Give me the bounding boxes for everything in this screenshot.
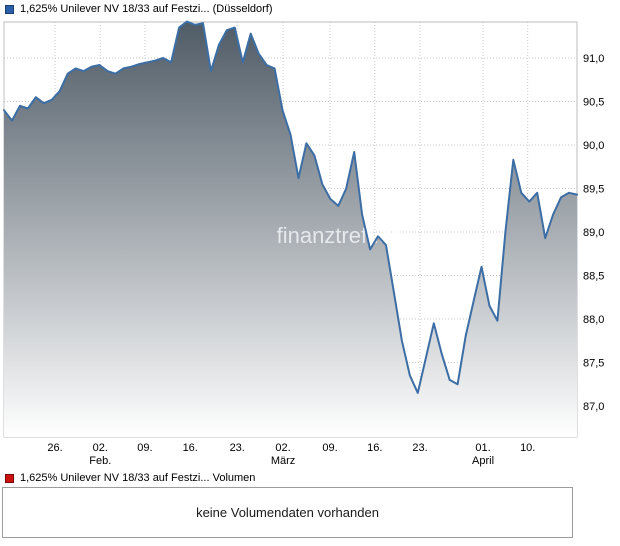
y-axis-label: 88,5: [583, 271, 604, 283]
y-axis-label: 89,0: [583, 227, 604, 239]
x-axis-day-label: 09.: [137, 442, 152, 454]
x-axis-day-label: 26.: [47, 442, 62, 454]
volume-legend: 1,625% Unilever NV 18/33 auf Festzi... V…: [5, 472, 255, 484]
x-axis-day-label: 02.: [93, 442, 108, 454]
volume-series-label: 1,625% Unilever NV 18/33 auf Festzi... V…: [20, 472, 256, 484]
x-axis-day-label: 16.: [183, 442, 198, 454]
x-axis-month-label: April: [472, 455, 494, 467]
y-axis-label: 87,5: [583, 358, 604, 370]
price-line-path: [3, 20, 578, 394]
y-axis-label: 89,5: [583, 184, 604, 196]
price-chart: finanztreff.de 87,0 87,5 88,0 88,5 89,0 89,5 9…: [3, 20, 604, 467]
x-axis-day-label: 10.: [520, 442, 535, 454]
watermark-text: finanztreff.de: [277, 223, 404, 248]
volume-series-marker: [5, 473, 14, 483]
x-axis-day-label: 23.: [412, 442, 427, 454]
price-area: [4, 21, 577, 437]
x-axis-day-label: 02.: [275, 442, 290, 454]
y-axis-label: 90,5: [583, 97, 604, 109]
x-axis-day-label: 01.: [475, 442, 490, 454]
x-axis-month-label: März: [271, 455, 295, 467]
x-axis-day-label: 23.: [230, 442, 245, 454]
watermark: finanztreff.de: [277, 223, 404, 248]
price-area-path: [4, 21, 577, 437]
price-legend: 1,625% Unilever NV 18/33 auf Festzi... (…: [5, 3, 273, 15]
y-axis-label: 91,0: [583, 53, 604, 65]
axis-labels: 87,0 87,5 88,0 88,5 89,0 89,5 90,0 90,5 91,0 26. 0…: [47, 53, 604, 467]
y-axis-label: 87,0: [583, 401, 604, 413]
volume-panel: keine Volumendaten vorhanden: [2, 487, 573, 538]
price-line: [3, 20, 578, 394]
x-axis-day-label: 09.: [322, 442, 337, 454]
y-axis-label: 88,0: [583, 314, 604, 326]
y-axis-label: 90,0: [583, 140, 604, 152]
x-axis-month-label: Feb.: [89, 455, 111, 467]
x-axis-day-label: 16.: [367, 442, 382, 454]
volume-empty-message: keine Volumendaten vorhanden: [196, 505, 379, 520]
price-series-marker: [5, 4, 14, 14]
price-series-label: 1,625% Unilever NV 18/33 auf Festzi... (…: [20, 3, 273, 15]
